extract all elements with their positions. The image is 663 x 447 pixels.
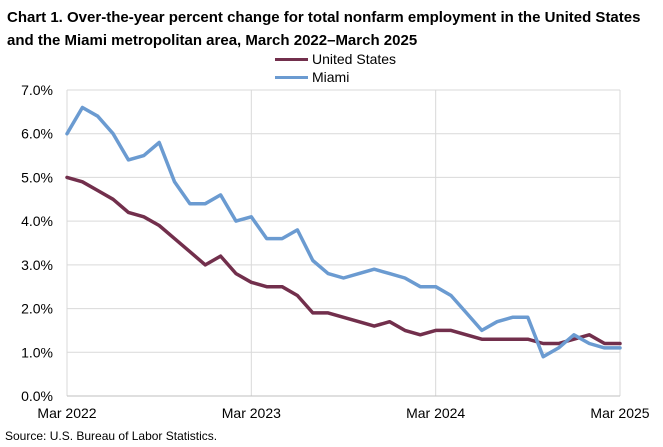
y-tick-label: 3.0%: [21, 257, 53, 273]
y-tick-label: 6.0%: [21, 126, 53, 142]
y-tick-label: 0.0%: [21, 388, 53, 404]
x-tick-label: Mar 2023: [222, 405, 281, 421]
legend-swatch-miami: [275, 75, 308, 79]
y-tick-label: 4.0%: [21, 213, 53, 229]
x-tick-label: Mar 2024: [406, 405, 465, 421]
legend-swatch-united-states: [275, 57, 308, 61]
y-tick-label: 5.0%: [21, 169, 53, 185]
y-tick-label: 1.0%: [21, 344, 53, 360]
y-tick-label: 7.0%: [21, 82, 53, 98]
legend-label-miami: Miami: [312, 69, 350, 85]
x-tick-label: Mar 2022: [37, 405, 96, 421]
legend-item-miami: Miami: [275, 68, 396, 86]
y-tick-label: 2.0%: [21, 301, 53, 317]
legend-label-united-states: United States: [312, 51, 397, 67]
x-tick-label: Mar 2025: [590, 405, 649, 421]
legend: United States Miami: [275, 50, 396, 86]
source-note: Source: U.S. Bureau of Labor Statistics.: [5, 429, 218, 443]
chart-title: Chart 1. Over-the-year percent change fo…: [7, 9, 641, 49]
series-line-united-states: [65, 175, 622, 346]
legend-item-united-states: United States: [275, 50, 396, 68]
series-line-miami: [65, 105, 622, 359]
